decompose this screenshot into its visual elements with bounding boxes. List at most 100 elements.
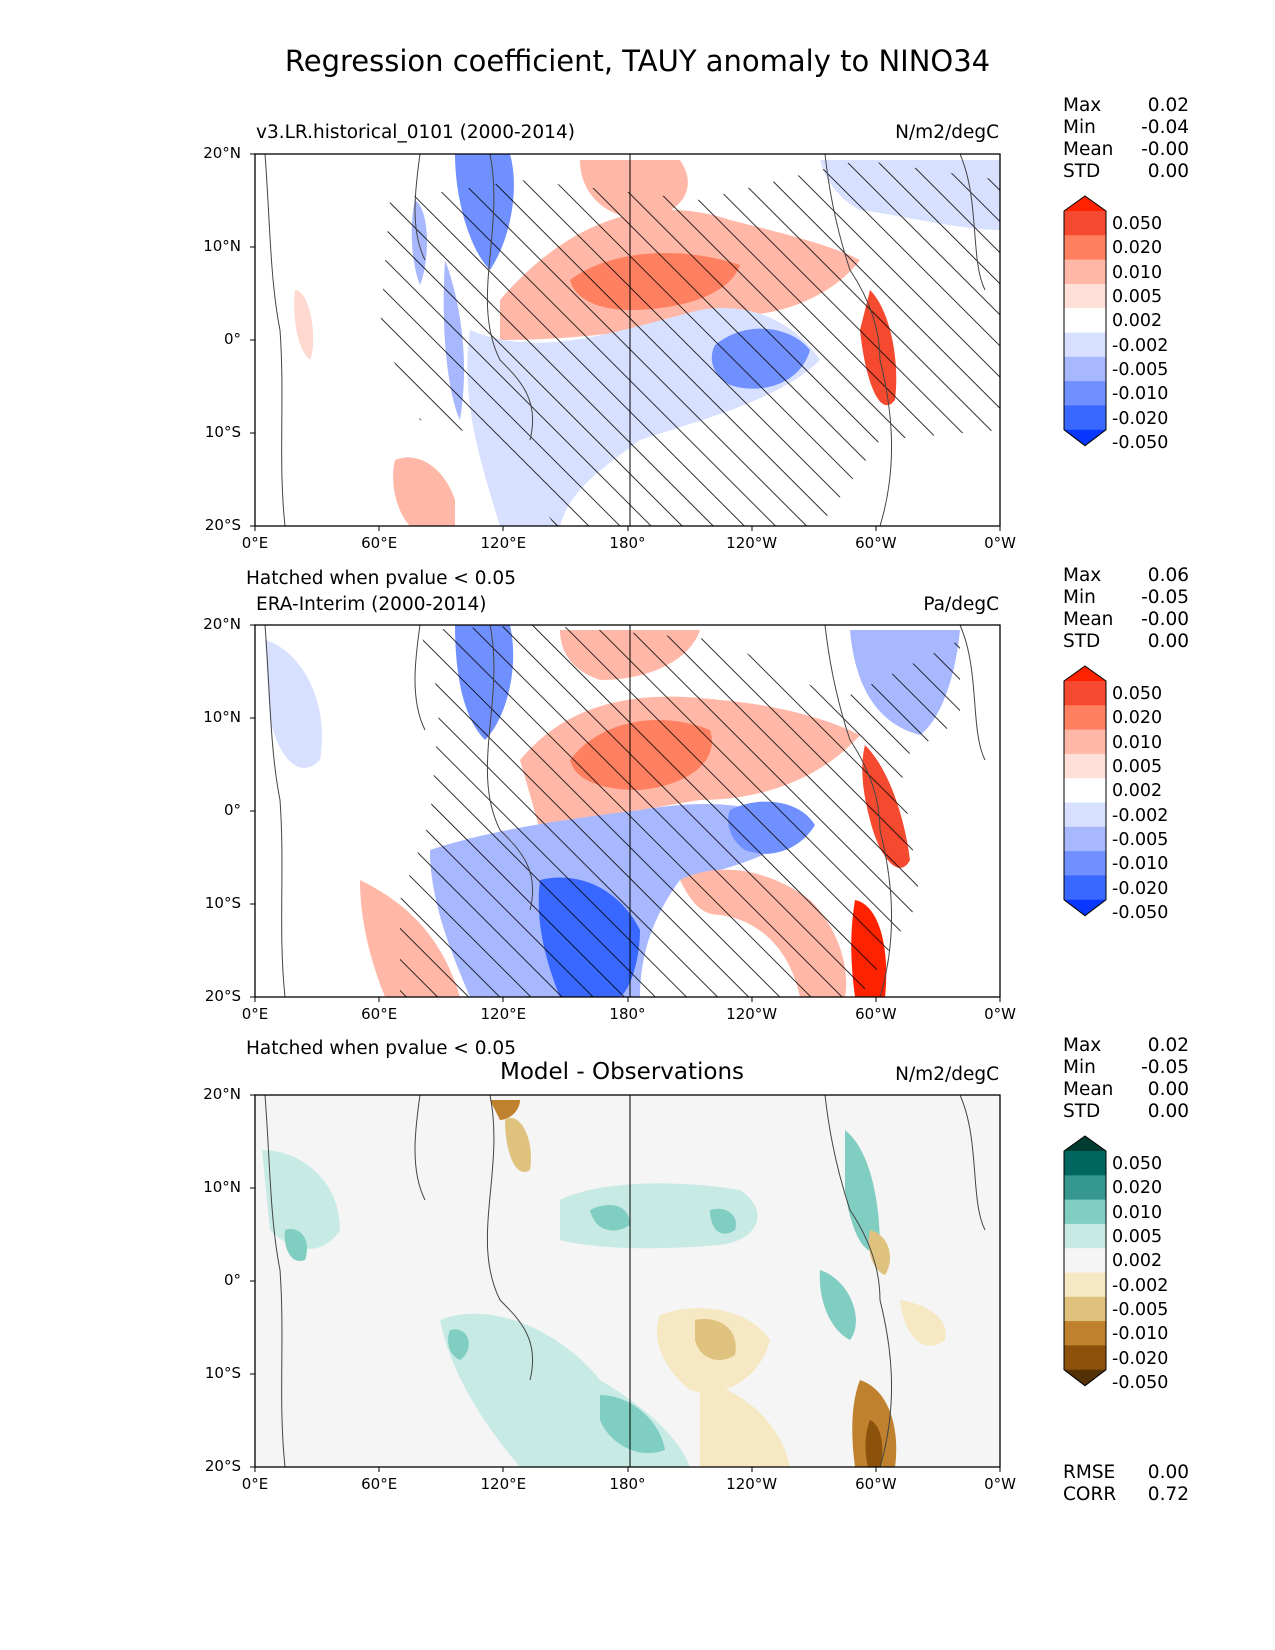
colorbar-extend-max xyxy=(1064,1136,1106,1151)
stat-value: 0.06 xyxy=(1147,565,1189,586)
p3-brown-sep xyxy=(656,1308,770,1393)
colorbar-label: -0.010 xyxy=(1112,854,1169,875)
p1-red-east xyxy=(860,290,897,406)
colorbar-label: -0.010 xyxy=(1112,1324,1169,1345)
colorbar-label: -0.005 xyxy=(1112,1299,1169,1320)
y-tick-label: 0° xyxy=(223,330,241,348)
colorbar-label: -0.020 xyxy=(1112,1348,1169,1369)
p2-red-sw xyxy=(360,880,460,997)
y-tick-label: 10°N xyxy=(203,237,241,255)
p3-teal-sw-core xyxy=(600,1395,665,1454)
y-tick-label: 10°S xyxy=(204,894,241,912)
p2-red-core xyxy=(570,720,712,790)
x-tick-label: 0°E xyxy=(241,534,269,552)
colorbar-label: 0.005 xyxy=(1112,1227,1163,1248)
x-tick-label: 0°W xyxy=(984,1005,1016,1023)
colorbar-extend-min xyxy=(1064,899,1106,916)
colorbar-segment xyxy=(1064,356,1106,382)
p3-brown-nw2 xyxy=(490,1100,520,1120)
p2-red-east xyxy=(862,745,910,868)
panel-1-units: N/m2/degC xyxy=(895,122,999,143)
p1-red-core xyxy=(570,253,740,310)
x-tick-label: 180° xyxy=(609,1475,646,1493)
colorbar-label: -0.005 xyxy=(1112,359,1169,380)
p3-brown-nw xyxy=(505,1118,531,1172)
p1-blue-band xyxy=(467,308,820,526)
extra-stat-label: CORR xyxy=(1063,1484,1117,1505)
p2-blue-ne xyxy=(850,630,960,735)
colorbar-segment xyxy=(1064,875,1106,901)
p1-blue-core xyxy=(711,328,810,389)
colorbar-label: -0.002 xyxy=(1112,335,1169,356)
x-tick-label: 180° xyxy=(609,534,646,552)
colorbar-label: 0.020 xyxy=(1112,708,1163,729)
p3-teal-cp-core xyxy=(590,1205,630,1231)
colorbar-label: -0.002 xyxy=(1112,805,1169,826)
colorbar xyxy=(1063,195,1107,447)
x-tick-label: 60°E xyxy=(361,1005,398,1023)
extra-stat-label: RMSE xyxy=(1063,1462,1116,1483)
colorbar-segment xyxy=(1064,381,1106,406)
colorbar-label: 0.050 xyxy=(1112,214,1163,235)
colorbar-segment xyxy=(1064,1175,1106,1201)
stat-value: 0.00 xyxy=(1147,1101,1189,1122)
colorbar-segment xyxy=(1064,1272,1106,1298)
y-tick-label: 10°S xyxy=(204,423,241,441)
p2-coastlines xyxy=(264,625,986,997)
colorbar-segment xyxy=(1064,405,1106,431)
x-tick-label: 120°W xyxy=(726,534,778,552)
colorbar-label: -0.005 xyxy=(1112,829,1169,850)
x-tick-label: 0°E xyxy=(241,1475,269,1493)
colorbar-segment xyxy=(1064,211,1106,236)
colorbar-segment xyxy=(1064,778,1106,803)
stat-label: Mean xyxy=(1063,139,1114,160)
extra-stat-value: 0.00 xyxy=(1147,1462,1189,1483)
stat-label: Min xyxy=(1063,587,1096,608)
colorbar-label: 0.010 xyxy=(1112,732,1163,753)
y-tick-label: 20°N xyxy=(203,144,241,162)
x-tick-label: 60°W xyxy=(855,1005,897,1023)
y-tick-label: 0° xyxy=(223,801,241,819)
colorbar-segment xyxy=(1064,259,1106,285)
stat-value: 0.00 xyxy=(1147,1079,1189,1100)
p2-frame xyxy=(254,624,1001,998)
colorbar-label: -0.050 xyxy=(1112,1372,1169,1393)
p3-coastlines xyxy=(264,1095,986,1467)
colorbar-segment xyxy=(1064,308,1106,333)
x-tick-label: 60°W xyxy=(855,534,897,552)
p3-brown-chile xyxy=(852,1380,897,1467)
figure-title: Regression coefficient, TAUY anomaly to … xyxy=(284,44,991,78)
colorbar-outline xyxy=(1063,665,1107,917)
p1-hatch xyxy=(380,160,1000,526)
stat-label: Min xyxy=(1063,1057,1096,1078)
stat-label: Max xyxy=(1063,95,1102,116)
p2-blue-nw xyxy=(265,640,322,768)
stat-label: STD xyxy=(1063,631,1101,652)
colorbar-label: -0.050 xyxy=(1112,902,1169,923)
p3-teal-west-core xyxy=(284,1229,308,1261)
colorbar-extend-min xyxy=(1064,429,1106,446)
stat-label: Min xyxy=(1063,117,1096,138)
colorbar-label: -0.050 xyxy=(1112,432,1169,453)
p1-blue-ne xyxy=(820,160,1000,230)
p1-red-sw xyxy=(393,457,455,526)
colorbar-label: 0.050 xyxy=(1112,1154,1163,1175)
p1-frame xyxy=(254,153,1001,527)
x-tick-label: 120°W xyxy=(726,1005,778,1023)
y-tick-label: 20°N xyxy=(203,1085,241,1103)
p3-teal-cp xyxy=(560,1183,758,1249)
colorbar-label: -0.020 xyxy=(1112,408,1169,429)
colorbar-label: 0.020 xyxy=(1112,1178,1163,1199)
colorbar-segment xyxy=(1064,802,1106,828)
p1-red-band xyxy=(500,209,860,340)
y-tick-label: 10°S xyxy=(204,1364,241,1382)
colorbar-label: 0.002 xyxy=(1112,311,1163,332)
colorbar-segment xyxy=(1064,1345,1106,1371)
panel-3-subtitle: Model - Observations xyxy=(500,1059,745,1085)
p3-brown-south xyxy=(700,1380,790,1467)
stat-value: 0.02 xyxy=(1147,95,1189,116)
p2-ticks xyxy=(250,624,1001,1002)
p2-blue-band xyxy=(430,804,800,997)
p2-red-arc xyxy=(680,869,847,997)
colorbar xyxy=(1063,1135,1107,1387)
